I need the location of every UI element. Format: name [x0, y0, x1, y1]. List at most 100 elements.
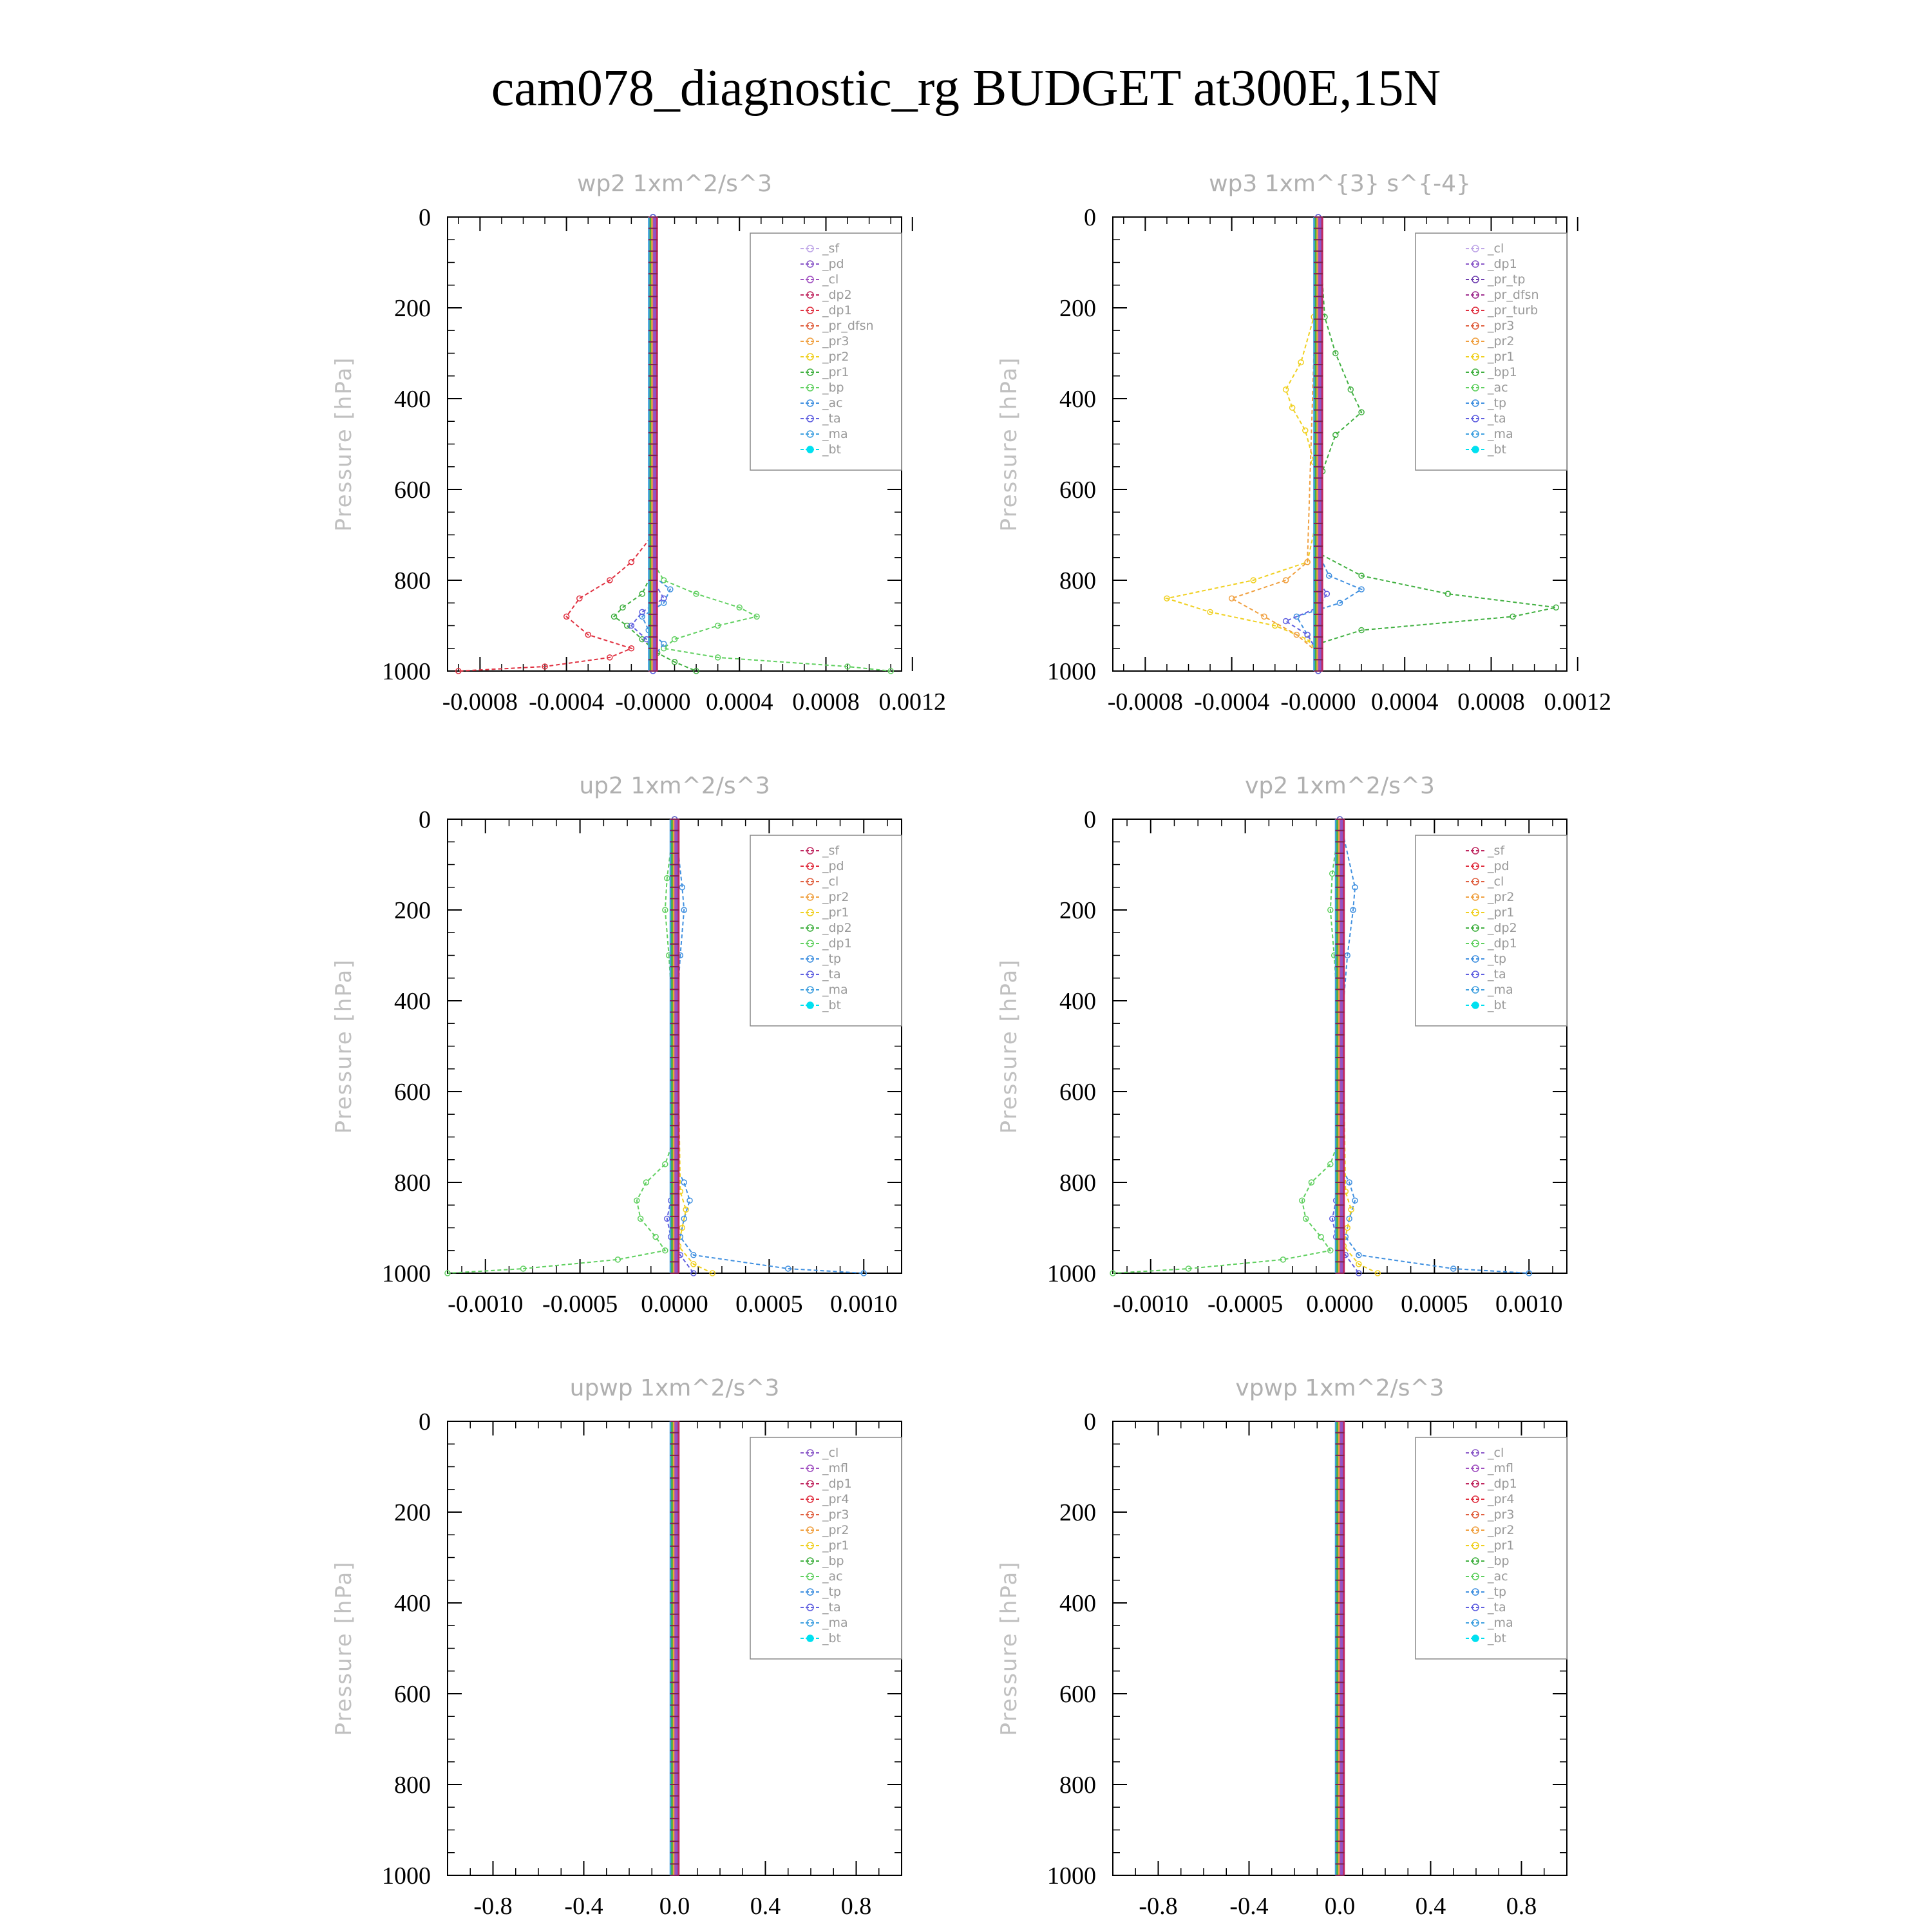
- chart-5-legend-label: _tp: [822, 1585, 841, 1599]
- chart-2-legend-marker: [1472, 353, 1479, 361]
- chart-2-legend-label: _pr2: [1487, 334, 1514, 348]
- chart-2-series-point: [1164, 595, 1170, 601]
- chart-5-legend-label: _ma: [822, 1616, 848, 1630]
- chart-2-series-point: [1358, 586, 1365, 592]
- chart-5-legend-marker: [806, 1511, 814, 1519]
- chart-3-series-point: [690, 1252, 697, 1258]
- chart-3-series-point: [444, 1270, 451, 1276]
- chart-2-series-point: [1304, 559, 1311, 565]
- chart-4-legend-marker: [1472, 909, 1479, 916]
- chart-2-series-point: [1261, 613, 1267, 620]
- chart-3-y-tick-label: 600: [394, 1079, 431, 1106]
- chart-4-series-point: [1110, 1270, 1116, 1276]
- chart-3-series-point: [652, 1233, 659, 1240]
- chart-5-title: upwp 1xm^2/s^3: [570, 1375, 780, 1401]
- chart-6-y-tick-label: 400: [1059, 1590, 1096, 1617]
- chart-1-series-point: [660, 577, 667, 583]
- chart-1-series-point: [576, 595, 583, 601]
- chart-5-x-tick-label: -0.8: [473, 1893, 512, 1920]
- chart-3-legend-marker: [806, 924, 814, 932]
- chart-4-series-point: [1327, 1247, 1334, 1254]
- chart-1-series-point: [660, 595, 667, 601]
- chart-4-series-point: [1374, 1270, 1381, 1276]
- chart-2-series-point: [1298, 359, 1304, 366]
- chart-4-legend-marker: [1472, 893, 1479, 901]
- chart-2-y-axis-label: Pressure [hPa]: [996, 357, 1022, 532]
- chart-2-legend-label: _pr_turb: [1487, 303, 1538, 317]
- chart-1-legend-marker: [806, 446, 814, 453]
- chart-4-legend-label: _sf: [1487, 844, 1505, 858]
- chart-4-y-tick-label: 0: [1084, 806, 1096, 833]
- chart-3-legend-marker: [806, 847, 814, 855]
- chart-1-series-point: [611, 613, 618, 620]
- chart-1-series-point: [607, 654, 613, 661]
- chart-1-legend-marker: [806, 353, 814, 361]
- chart-6-legend-marker: [1472, 1634, 1479, 1642]
- chart-2-x-tick-label: 0.0012: [1544, 688, 1612, 715]
- chart-1-legend-label: _bp: [822, 381, 844, 395]
- chart-2-legend-marker: [1472, 384, 1479, 392]
- chart-4-series-point: [1346, 1179, 1352, 1186]
- chart-5-legend-marker: [806, 1526, 814, 1534]
- chart-1-legend-marker: [806, 322, 814, 330]
- chart-2-y-tick-label: 800: [1059, 567, 1096, 594]
- chart-3-legend-marker: [806, 940, 814, 947]
- chart-1-series-point: [542, 663, 548, 670]
- chart-6: vpwp 1xm^2/s^3 Pressure [hPa] 0 200 400 600 80…: [996, 1375, 1567, 1920]
- chart-6-title: vpwp 1xm^2/s^3: [1235, 1375, 1444, 1401]
- chart-4-series-point: [1299, 1197, 1305, 1204]
- chart-1-series-point: [671, 636, 678, 643]
- chart-1-series-point: [844, 663, 851, 670]
- chart-3-legend-marker: [806, 862, 814, 870]
- chart-1-legend-marker: [806, 337, 814, 345]
- chart-2-series-point: [1282, 618, 1289, 625]
- chart-2-series-point: [1332, 350, 1339, 357]
- chart-2-title: wp3 1xm^{3} s^{-4}: [1209, 171, 1471, 197]
- chart-1-legend-label: _ta: [822, 412, 841, 426]
- chart-1-series-point: [660, 600, 667, 606]
- chart-1-series-point: [660, 640, 667, 647]
- chart-2-series-point: [1358, 573, 1365, 579]
- chart-1-series-point: [693, 591, 699, 597]
- chart-4-legend-box: [1415, 835, 1567, 1027]
- chart-5-legend-marker: [806, 1557, 814, 1565]
- chart-5-legend-label: _ta: [822, 1600, 841, 1615]
- chart-6-legend-label: _ta: [1487, 1600, 1506, 1615]
- chart-3-legend-label: _dp1: [822, 936, 852, 951]
- chart-2-y-tick-label: 600: [1059, 477, 1096, 504]
- chart-3-series-line: [674, 819, 713, 1274]
- chart-3-legend-label: _ta: [822, 967, 841, 981]
- chart-3-series-point: [860, 1270, 867, 1276]
- chart-1-series-point: [623, 622, 630, 629]
- chart-4-series-point: [1526, 1270, 1532, 1276]
- chart-2-series-point: [1323, 591, 1331, 597]
- chart-4-legend-label: _bt: [1487, 998, 1506, 1012]
- chart-3-series-point: [785, 1265, 791, 1272]
- chart-6-legend-label: _mfl: [1487, 1461, 1513, 1475]
- chart-1-title: wp2 1xm^2/s^3: [577, 171, 772, 197]
- chart-5-legend-marker: [806, 1604, 814, 1611]
- chart-5-legend-label: _dp1: [822, 1477, 852, 1491]
- chart-3-legend-label: _pr1: [822, 905, 849, 920]
- chart-6-y-tick-label: 1000: [1047, 1862, 1096, 1889]
- chart-2-legend-label: _pr_dfsn: [1487, 288, 1539, 302]
- chart-1-legend-marker: [806, 291, 814, 299]
- chart-1-legend-box: [750, 232, 902, 471]
- chart-6-legend-marker: [1472, 1511, 1479, 1519]
- chart-5: upwp 1xm^2/s^3 Pressure [hPa] 0 200 400 600 80…: [331, 1375, 902, 1920]
- chart-2-legend-label: _ma: [1487, 427, 1513, 441]
- chart-1-legend-marker: [806, 430, 814, 438]
- chart-2-legend-label: _pr1: [1487, 350, 1514, 364]
- chart-3-y-tick-label: 0: [419, 806, 431, 833]
- chart-2-legend-marker: [1472, 337, 1479, 345]
- chart-1-series-point: [736, 604, 743, 611]
- chart-3-x-tick-label: 0.0000: [641, 1291, 708, 1318]
- chart-5-legend-label: _mfl: [822, 1461, 848, 1475]
- chart-3-x-tick-label: -0.0005: [542, 1291, 618, 1318]
- chart-3-series-point: [690, 1270, 697, 1276]
- chart-5-legend-marker: [806, 1542, 814, 1549]
- chart-3-legend-label: _ma: [822, 983, 848, 997]
- chart-3-series-point: [690, 1261, 697, 1267]
- chart-4-title: vp2 1xm^2/s^3: [1245, 773, 1435, 799]
- chart-2-y-tick-label: 200: [1059, 295, 1096, 322]
